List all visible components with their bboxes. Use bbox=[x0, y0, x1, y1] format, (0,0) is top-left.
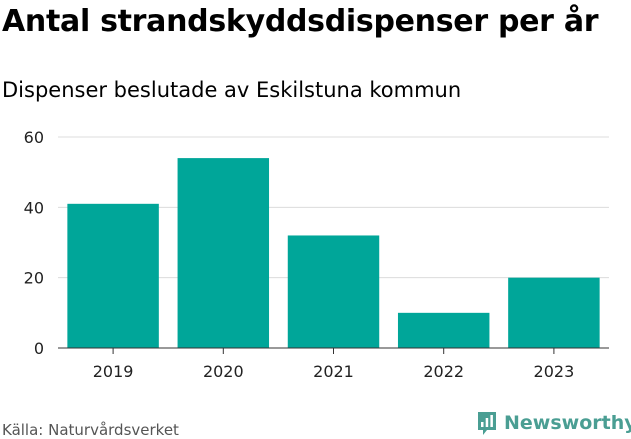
x-tick-label: 2020 bbox=[203, 362, 244, 381]
chart-subtitle: Dispenser beslutade av Eskilstuna kommun bbox=[2, 78, 462, 102]
x-tick-label: 2021 bbox=[313, 362, 354, 381]
x-tick-label: 2023 bbox=[534, 362, 575, 381]
bar bbox=[397, 312, 490, 348]
newsworthy-logo-icon bbox=[478, 412, 496, 435]
chart-title: Antal strandskyddsdispenser per år bbox=[2, 4, 599, 39]
y-tick-label: 20 bbox=[24, 269, 44, 288]
x-tick-label: 2019 bbox=[93, 362, 134, 381]
y-tick-label: 60 bbox=[24, 128, 44, 147]
brand-name: Newsworthy bbox=[504, 412, 631, 434]
y-tick-label: 0 bbox=[34, 339, 44, 358]
bar bbox=[177, 158, 270, 348]
bar bbox=[508, 277, 600, 348]
bar bbox=[287, 235, 380, 348]
source-note: Källa: Naturvårdsverket bbox=[2, 421, 179, 439]
x-tick-label: 2022 bbox=[423, 362, 464, 381]
brand-logo[interactable]: Newsworthy bbox=[476, 409, 631, 437]
y-tick-label: 40 bbox=[24, 198, 44, 217]
bar bbox=[67, 203, 159, 348]
bar-chart: 0 20 40 60 2019 2020 2021 2022 2023 bbox=[24, 128, 609, 381]
